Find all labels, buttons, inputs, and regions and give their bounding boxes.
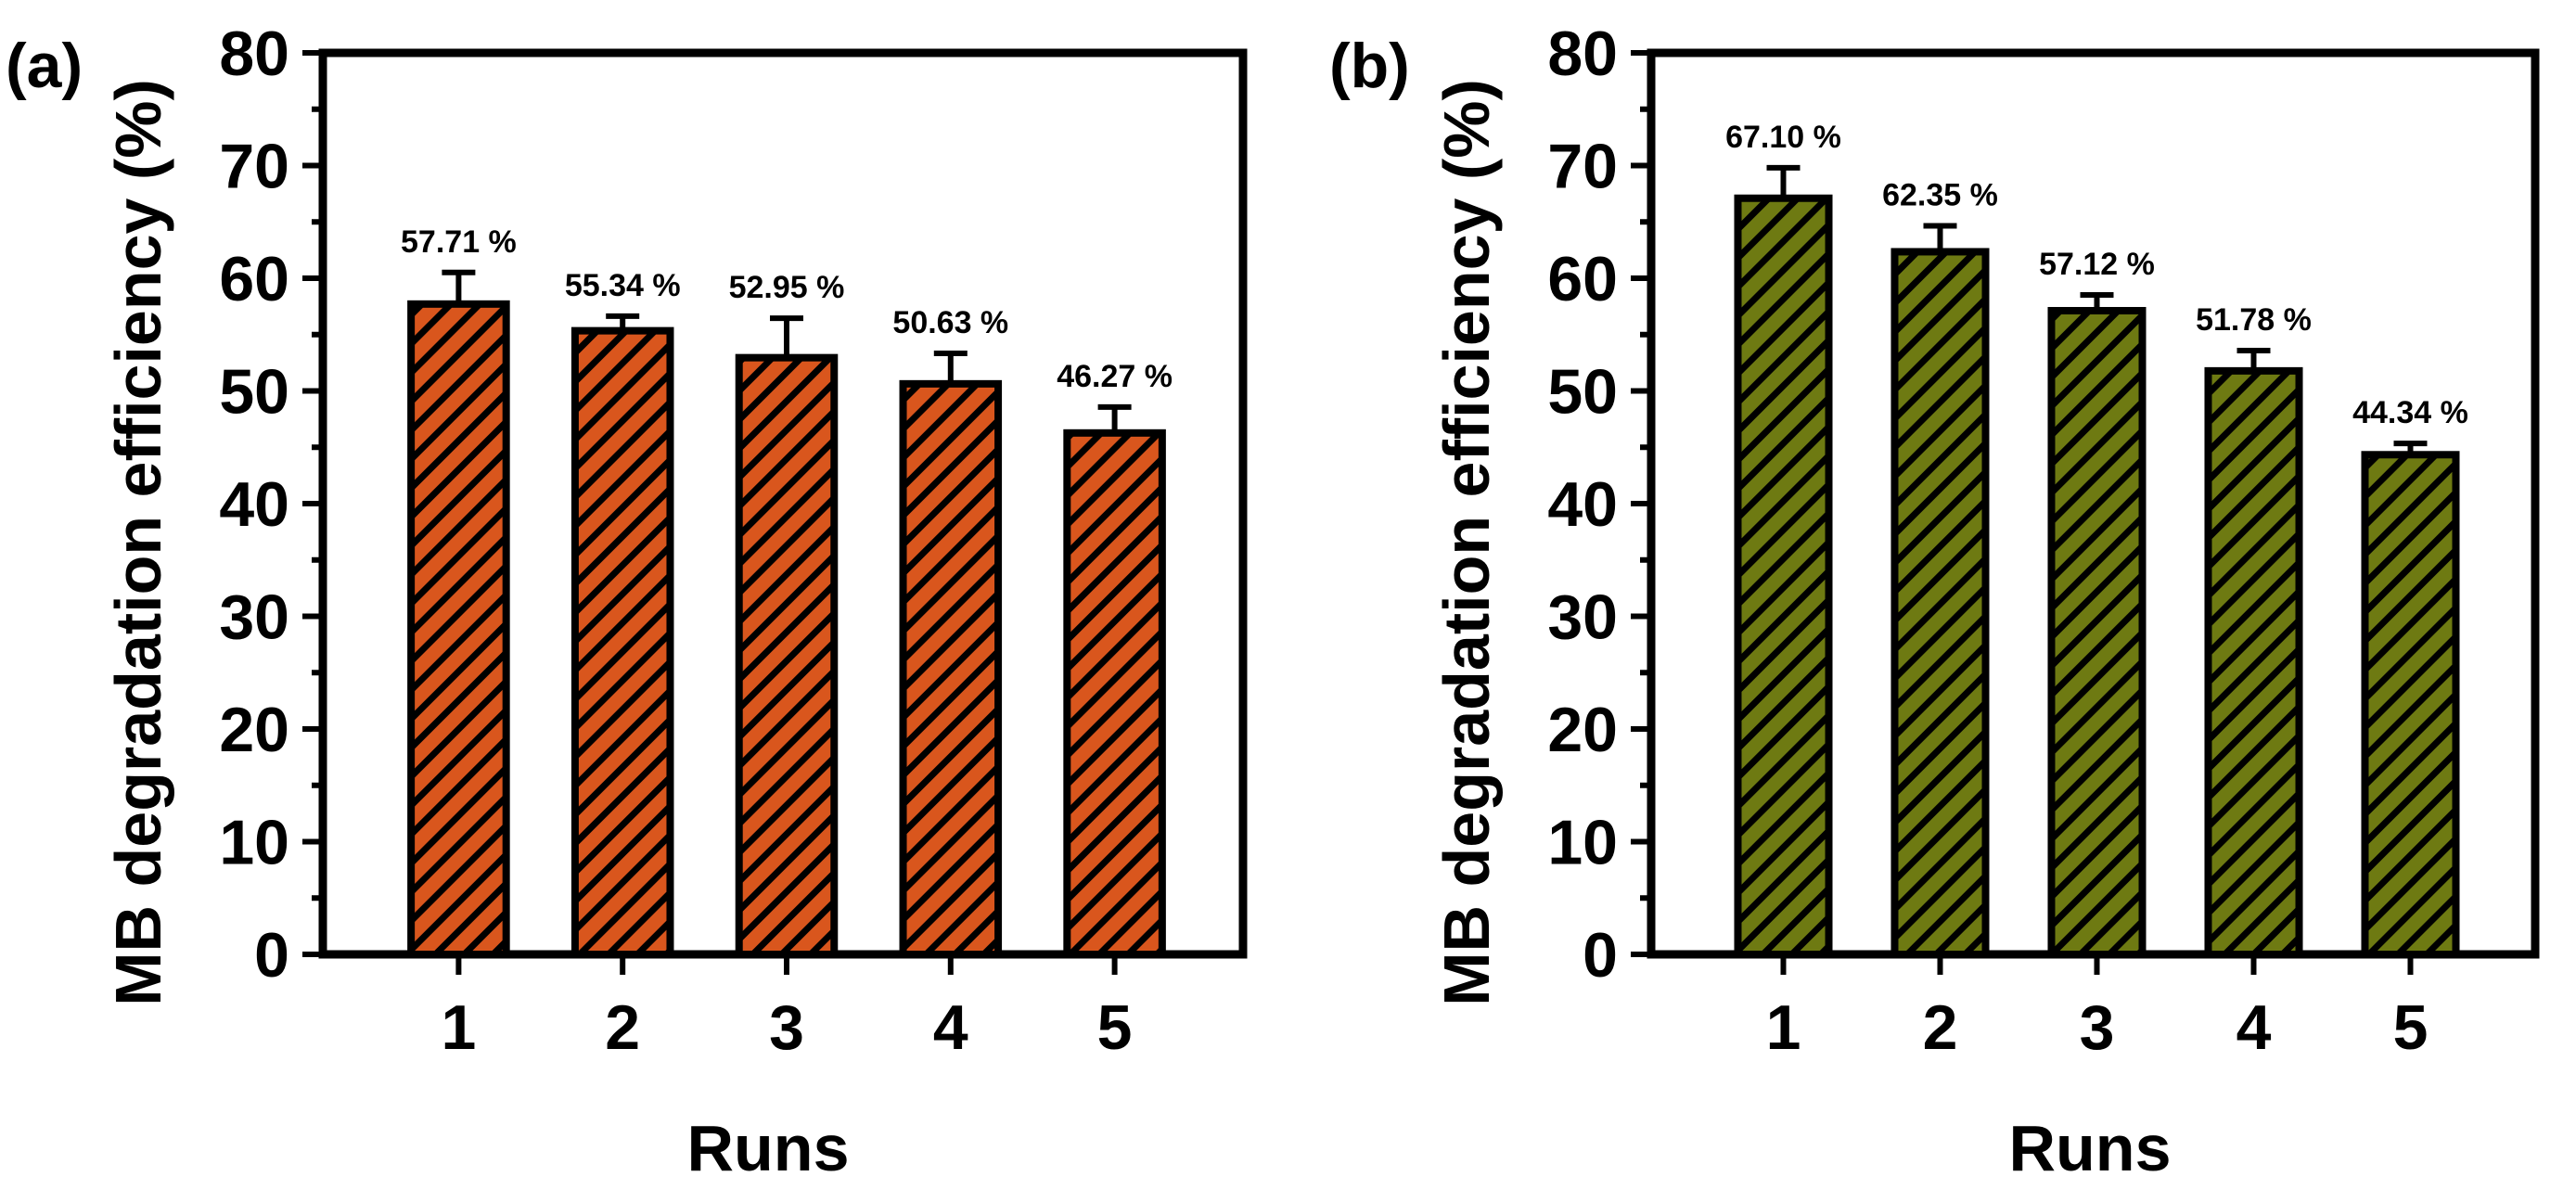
x-tick-label: 1 (441, 992, 476, 1063)
x-tick-label: 2 (1923, 992, 1958, 1063)
y-tick-label: 20 (219, 695, 289, 765)
x-tick-label: 3 (769, 992, 804, 1063)
data-label: 62.35 % (1882, 178, 1998, 213)
panel-label: (b) (1329, 31, 1410, 101)
bar (1890, 248, 1990, 958)
y-tick-label: 70 (1547, 132, 1618, 202)
bar (570, 326, 674, 958)
y-tick-label: 10 (219, 808, 289, 878)
bar (2047, 306, 2147, 958)
bar (735, 353, 839, 959)
y-tick-label: 0 (254, 920, 289, 991)
x-axis-title: Runs (2009, 1112, 2172, 1184)
data-label: 46.27 % (1057, 359, 1173, 394)
x-axis-title: Runs (687, 1112, 850, 1184)
y-axis-title: MB degradation efficiency (%) (1430, 79, 1503, 1006)
panel-a: (a) MB degradation efficiency (%) Runs 0… (6, 19, 1248, 1184)
data-label: 67.10 % (1725, 120, 1841, 155)
plot-area: 0 10 20 30 40 50 60 70 80 57.71 % 1 55.34 % 2 52.95 %… (219, 19, 1248, 1063)
bar (1734, 194, 1833, 959)
panel-b: (b) MB degradation efficiency (%) Runs 0… (1329, 19, 2540, 1184)
bar (407, 300, 510, 958)
data-label: 52.95 % (729, 270, 845, 305)
y-tick-label: 40 (219, 469, 289, 540)
data-label: 57.71 % (401, 224, 517, 260)
x-tick-label: 4 (2236, 992, 2272, 1063)
data-label: 50.63 % (892, 305, 1008, 340)
plot-area: 0 10 20 30 40 50 60 70 80 67.10 % 1 62.35 % 2 57.12 %… (1547, 19, 2540, 1063)
data-label: 51.78 % (2196, 302, 2312, 338)
y-tick-label: 60 (219, 244, 289, 314)
x-tick-label: 1 (1766, 992, 1801, 1063)
y-axis-title: MB degradation efficiency (%) (102, 79, 174, 1006)
y-tick-label: 20 (1547, 695, 1618, 765)
y-tick-label: 30 (1547, 582, 1618, 653)
data-label: 55.34 % (565, 268, 681, 303)
y-tick-label: 0 (1583, 920, 1618, 991)
bar (1063, 428, 1166, 958)
y-tick-label: 80 (1547, 19, 1618, 89)
bar (2361, 451, 2460, 959)
y-tick-label: 80 (219, 19, 289, 89)
x-tick-label: 5 (2393, 992, 2429, 1063)
data-label: 57.12 % (2039, 247, 2155, 282)
y-tick-label: 60 (1547, 244, 1618, 314)
x-tick-label: 4 (933, 992, 968, 1063)
data-label: 44.34 % (2352, 395, 2468, 430)
x-tick-label: 5 (1097, 992, 1133, 1063)
bar (899, 379, 1003, 958)
y-tick-label: 40 (1547, 469, 1618, 540)
panel-label: (a) (6, 31, 83, 101)
y-tick-label: 30 (219, 582, 289, 653)
y-tick-label: 70 (219, 132, 289, 202)
bar (2204, 366, 2303, 958)
x-tick-label: 3 (2080, 992, 2115, 1063)
x-tick-label: 2 (605, 992, 640, 1063)
y-tick-label: 10 (1547, 808, 1618, 878)
y-tick-label: 50 (1547, 357, 1618, 428)
y-tick-label: 50 (219, 357, 289, 428)
